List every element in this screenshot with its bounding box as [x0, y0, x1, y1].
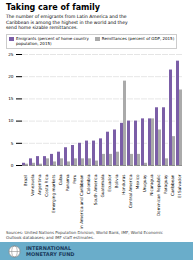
svg-text:Dominican Republic: Dominican Republic: [156, 174, 161, 216]
html-text:Remittances (percent of GDP, 2: Remittances (percent of GDP, 2015): [101, 35, 175, 41]
svg-text:Cuba: Cuba: [58, 174, 63, 185]
html-text:Taking care of family: Taking care of family: [6, 3, 101, 12]
svg-text:Colombia: Colombia: [86, 174, 91, 194]
svg-text:Panama: Panama: [65, 174, 70, 191]
svg-text:Ecuador: Ecuador: [107, 175, 112, 192]
svg-text:15: 15: [8, 97, 14, 102]
svg-text:El Salvador: El Salvador: [177, 175, 182, 199]
html-text:MONETARY FUND: MONETARY FUND: [26, 251, 75, 258]
html-text:Sources: United Nations Popula: Sources: United Nations Population Divis…: [6, 230, 163, 241]
svg-text:Emerging markets: Emerging markets: [51, 175, 56, 213]
svg-text:25: 25: [8, 52, 14, 57]
svg-text:Mexico: Mexico: [135, 174, 140, 189]
svg-text:20: 20: [8, 74, 14, 79]
svg-text:Peru: Peru: [72, 175, 77, 185]
svg-text:5: 5: [11, 141, 14, 146]
svg-text:Venezuela: Venezuela: [30, 174, 35, 196]
html-text:Emigrants (percent of home cou: Emigrants (percent of home country popul…: [16, 35, 89, 46]
html-text:INTERNATIONAL: INTERNATIONAL: [26, 245, 72, 252]
svg-text:Bolivia: Bolivia: [114, 174, 119, 188]
svg-text:Nicaragua: Nicaragua: [149, 174, 154, 196]
svg-text:Uruguay: Uruguay: [142, 174, 147, 192]
svg-text:South America: South America: [93, 174, 98, 205]
svg-text:0: 0: [11, 163, 14, 168]
svg-text:Guatemala: Guatemala: [100, 174, 105, 197]
svg-text:Honduras: Honduras: [121, 175, 126, 195]
svg-text:Latin America and Caribbean: Latin America and Caribbean: [79, 175, 84, 230]
svg-text:Brazil: Brazil: [23, 175, 28, 187]
svg-text:Argentina: Argentina: [37, 174, 42, 195]
html-text:The number of emigrants from L: The number of emigrants from Latin Ameri…: [6, 14, 128, 31]
svg-text:Central America: Central America: [128, 174, 133, 208]
svg-text:Caribbean: Caribbean: [170, 175, 175, 197]
svg-text:10: 10: [8, 119, 14, 124]
svg-text:Paraguay: Paraguay: [163, 174, 168, 194]
svg-text:Costa Rica: Costa Rica: [44, 174, 49, 197]
